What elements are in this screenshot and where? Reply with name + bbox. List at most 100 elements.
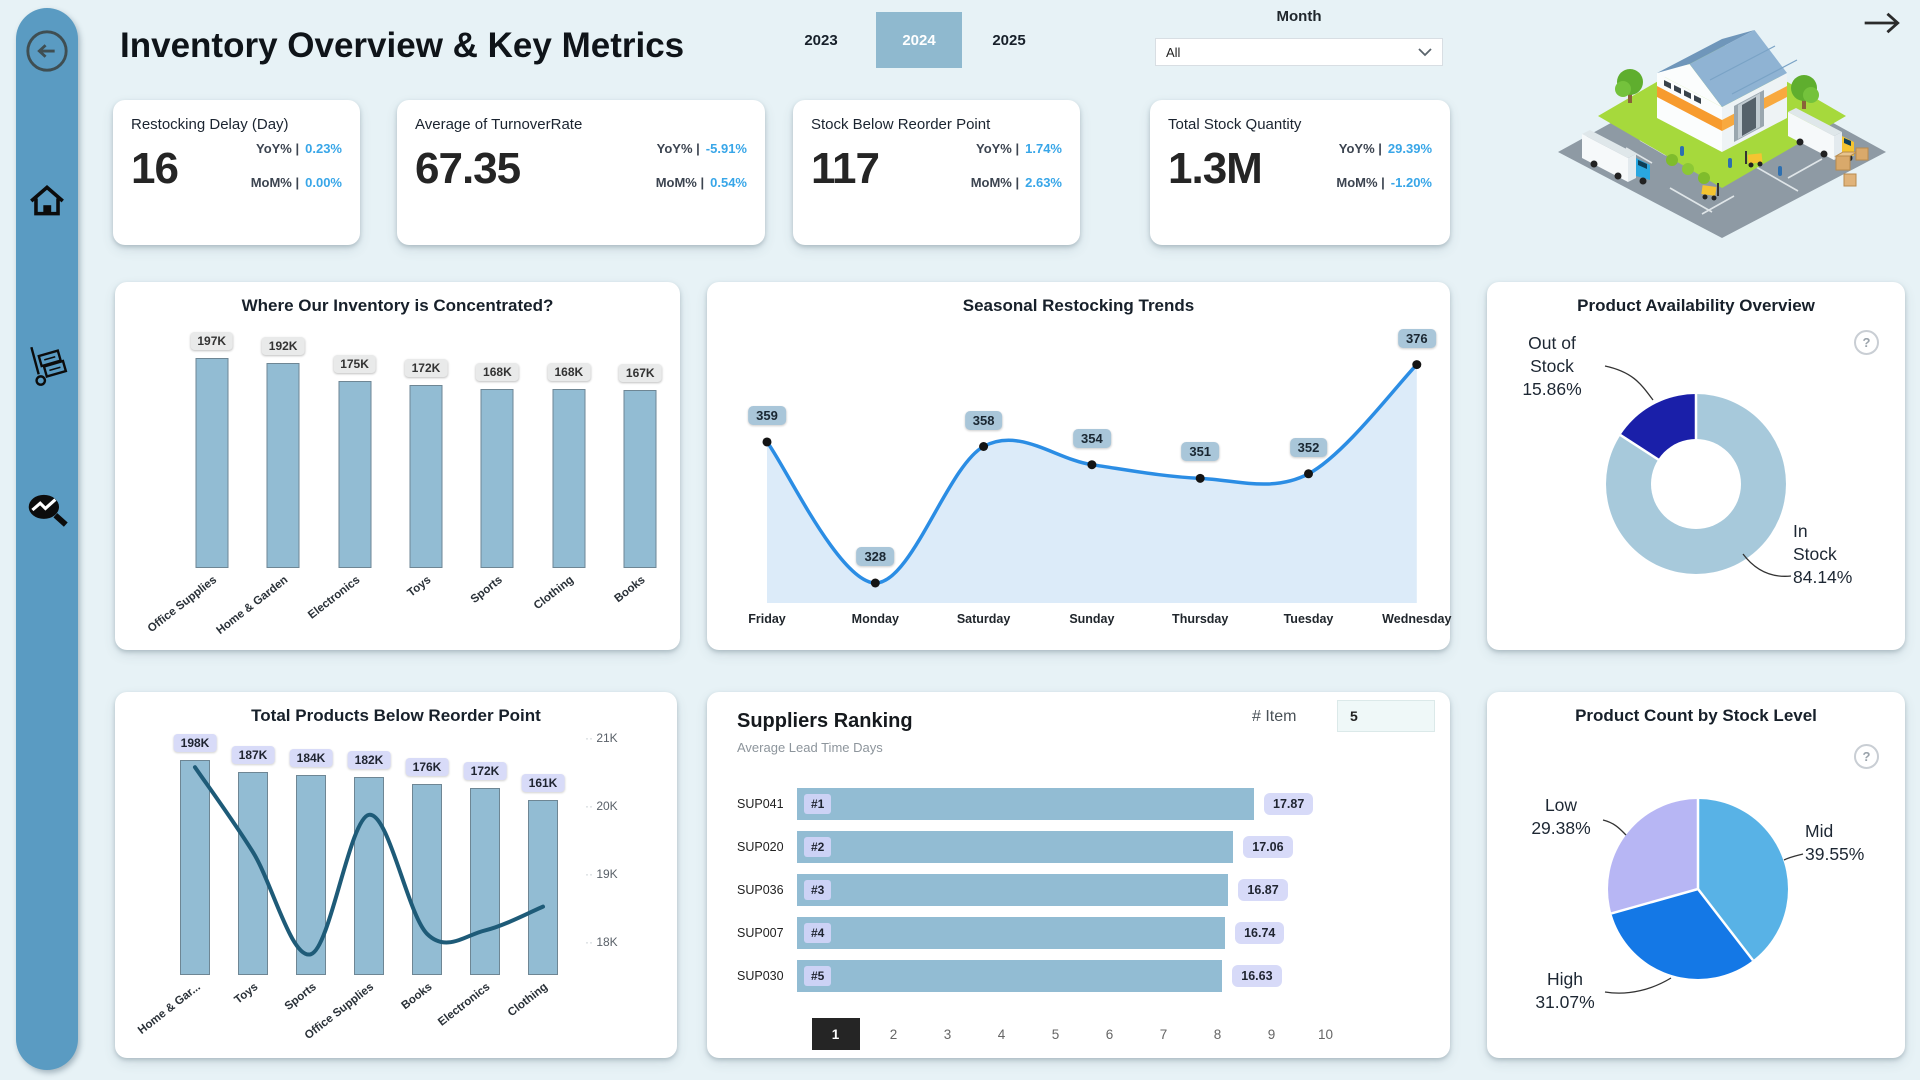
page-button[interactable]: 4 [997, 1026, 1006, 1042]
bar[interactable] [409, 384, 443, 568]
kpi-card-turnover-rate: Average of TurnoverRate 67.35 YoY% | -5.9… [397, 100, 765, 245]
donut-chart-product-availability[interactable] [1606, 394, 1786, 574]
bar-column: 167K Books [605, 332, 676, 605]
home-nav-button[interactable] [26, 180, 68, 227]
kpi-card-stock-below-reorder: Stock Below Reorder Point 117 YoY% | 1.74… [793, 100, 1080, 245]
bar[interactable] [296, 775, 326, 975]
item-count-input[interactable] [1337, 700, 1435, 732]
line-chart-seasonal-trends[interactable]: 359 328 358 354 351 352 376 Friday Monday Saturda… [729, 328, 1451, 638]
bar-column: 187K Toys [224, 745, 282, 1006]
bar-column: 168K Clothing [532, 332, 604, 612]
supplier-value-label: 17.06 [1243, 836, 1293, 858]
supplier-row: SUP041 #1 17.87 [737, 788, 1420, 820]
analytics-nav-button[interactable] [23, 486, 71, 539]
x-axis-label: Friday [748, 612, 786, 626]
supplier-row: SUP030 #5 16.63 [737, 960, 1420, 992]
page-button[interactable]: 9 [1267, 1026, 1276, 1042]
bar-value-label: 192K [261, 337, 305, 356]
x-axis-label: Sports [468, 574, 505, 606]
bar[interactable] [238, 771, 268, 975]
data-point-label: 358 [964, 410, 1003, 430]
page-button[interactable]: 10 [1317, 1026, 1334, 1042]
data-point-label: 351 [1181, 442, 1220, 462]
mom-value: 0.54% [710, 175, 747, 190]
supplier-value-label: 16.74 [1235, 922, 1285, 944]
bar[interactable] [470, 788, 500, 975]
chart-card-product-availability: Product Availability Overview ? Out of S… [1487, 282, 1905, 650]
chart-card-suppliers-ranking: Suppliers Ranking Average Lead Time Days… [707, 692, 1450, 1058]
data-point-label: 354 [1073, 428, 1111, 448]
bar[interactable] [552, 388, 586, 568]
inventory-nav-button[interactable] [23, 342, 71, 397]
forward-button[interactable] [1862, 10, 1902, 41]
supplier-bar[interactable]: #1 [797, 788, 1254, 820]
bar-value-label: 187K [231, 745, 275, 764]
supplier-value-label: 16.63 [1232, 965, 1282, 987]
pagination: 1 2 3 4 5 6 7 8 9 10 [707, 1018, 1450, 1050]
kpi-value: 16 [131, 144, 179, 193]
month-dropdown[interactable]: All [1155, 38, 1443, 66]
pie-chart-stock-level[interactable] [1608, 799, 1788, 979]
slice-label-in-stock: In Stock 84.14% [1793, 521, 1853, 587]
kpi-title: Total Stock Quantity [1168, 116, 1302, 133]
data-point-label: 352 [1289, 437, 1328, 457]
x-axis-label: Sports [282, 981, 319, 1013]
page-button[interactable]: 3 [943, 1026, 952, 1042]
yoy-label: YoY% | [1338, 141, 1382, 156]
supplier-bar[interactable]: #3 [797, 874, 1229, 906]
bar-value-label: 176K [405, 757, 449, 776]
supplier-bar[interactable]: #2 [797, 831, 1234, 863]
bar[interactable] [266, 363, 300, 568]
bar-column: 172K Electronics [436, 750, 514, 1029]
supplier-row: SUP036 #3 16.87 [737, 874, 1420, 906]
bar[interactable] [354, 777, 384, 975]
bar[interactable] [412, 783, 442, 975]
page-button[interactable]: 5 [1051, 1026, 1060, 1042]
x-axis-label: Electronics [305, 574, 362, 622]
supplier-id: SUP020 [737, 840, 784, 854]
bar[interactable] [480, 388, 514, 568]
bar-value-label: 184K [289, 749, 333, 768]
bar-value-label: 167K [618, 363, 662, 382]
year-button-2024-selected[interactable]: 2024 [876, 12, 962, 68]
page-button[interactable]: 2 [889, 1026, 898, 1042]
year-button-2025[interactable]: 2025 [992, 31, 1026, 49]
supplier-bar[interactable]: #4 [797, 917, 1226, 949]
bar[interactable] [338, 381, 372, 568]
mom-label: MoM% | [655, 175, 705, 190]
bar-column: 176K Books [398, 750, 456, 1012]
page-button[interactable]: 8 [1213, 1026, 1222, 1042]
bar[interactable] [623, 389, 657, 568]
page-button[interactable]: 7 [1159, 1026, 1168, 1042]
bar-value-label: 198K [173, 734, 217, 752]
month-filter-label: Month [1276, 8, 1322, 25]
forklift-icon [1701, 183, 1719, 201]
yoy-value: 0.23% [305, 141, 342, 156]
chart-title: Where Our Inventory is Concentrated? [241, 296, 554, 315]
slice-label-low: Low 29.38% [1531, 795, 1591, 838]
bar-value-label: 172K [463, 762, 507, 781]
page-button[interactable]: 6 [1105, 1026, 1114, 1042]
bar-column: 161K Clothing [506, 750, 572, 1019]
supplier-row: SUP007 #4 16.74 [737, 917, 1420, 949]
chart-title: Suppliers Ranking [737, 710, 913, 732]
mom-label: MoM% | [1336, 175, 1385, 190]
bar-column: 175K Electronics [306, 332, 390, 622]
bar[interactable] [195, 358, 229, 568]
year-button-2023[interactable]: 2023 [804, 31, 838, 49]
arrow-left-circle-icon [26, 30, 68, 72]
help-icon[interactable]: ? [1854, 744, 1879, 769]
back-button[interactable] [24, 28, 70, 79]
kpi-title: Average of TurnoverRate [415, 116, 583, 133]
bar[interactable] [180, 760, 210, 975]
data-point-label: 359 [748, 405, 786, 425]
kpi-card-total-stock: Total Stock Quantity 1.3M YoY% | 29.39% M… [1150, 100, 1450, 245]
bar-value-label: 172K [404, 358, 448, 377]
supplier-bar[interactable]: #5 [797, 960, 1223, 992]
page-button[interactable]: 1 [811, 1018, 860, 1050]
supplier-value-label: 16.87 [1238, 879, 1288, 901]
help-icon[interactable]: ? [1854, 330, 1879, 355]
rank-badge: #4 [804, 923, 832, 943]
bar[interactable] [528, 800, 558, 975]
